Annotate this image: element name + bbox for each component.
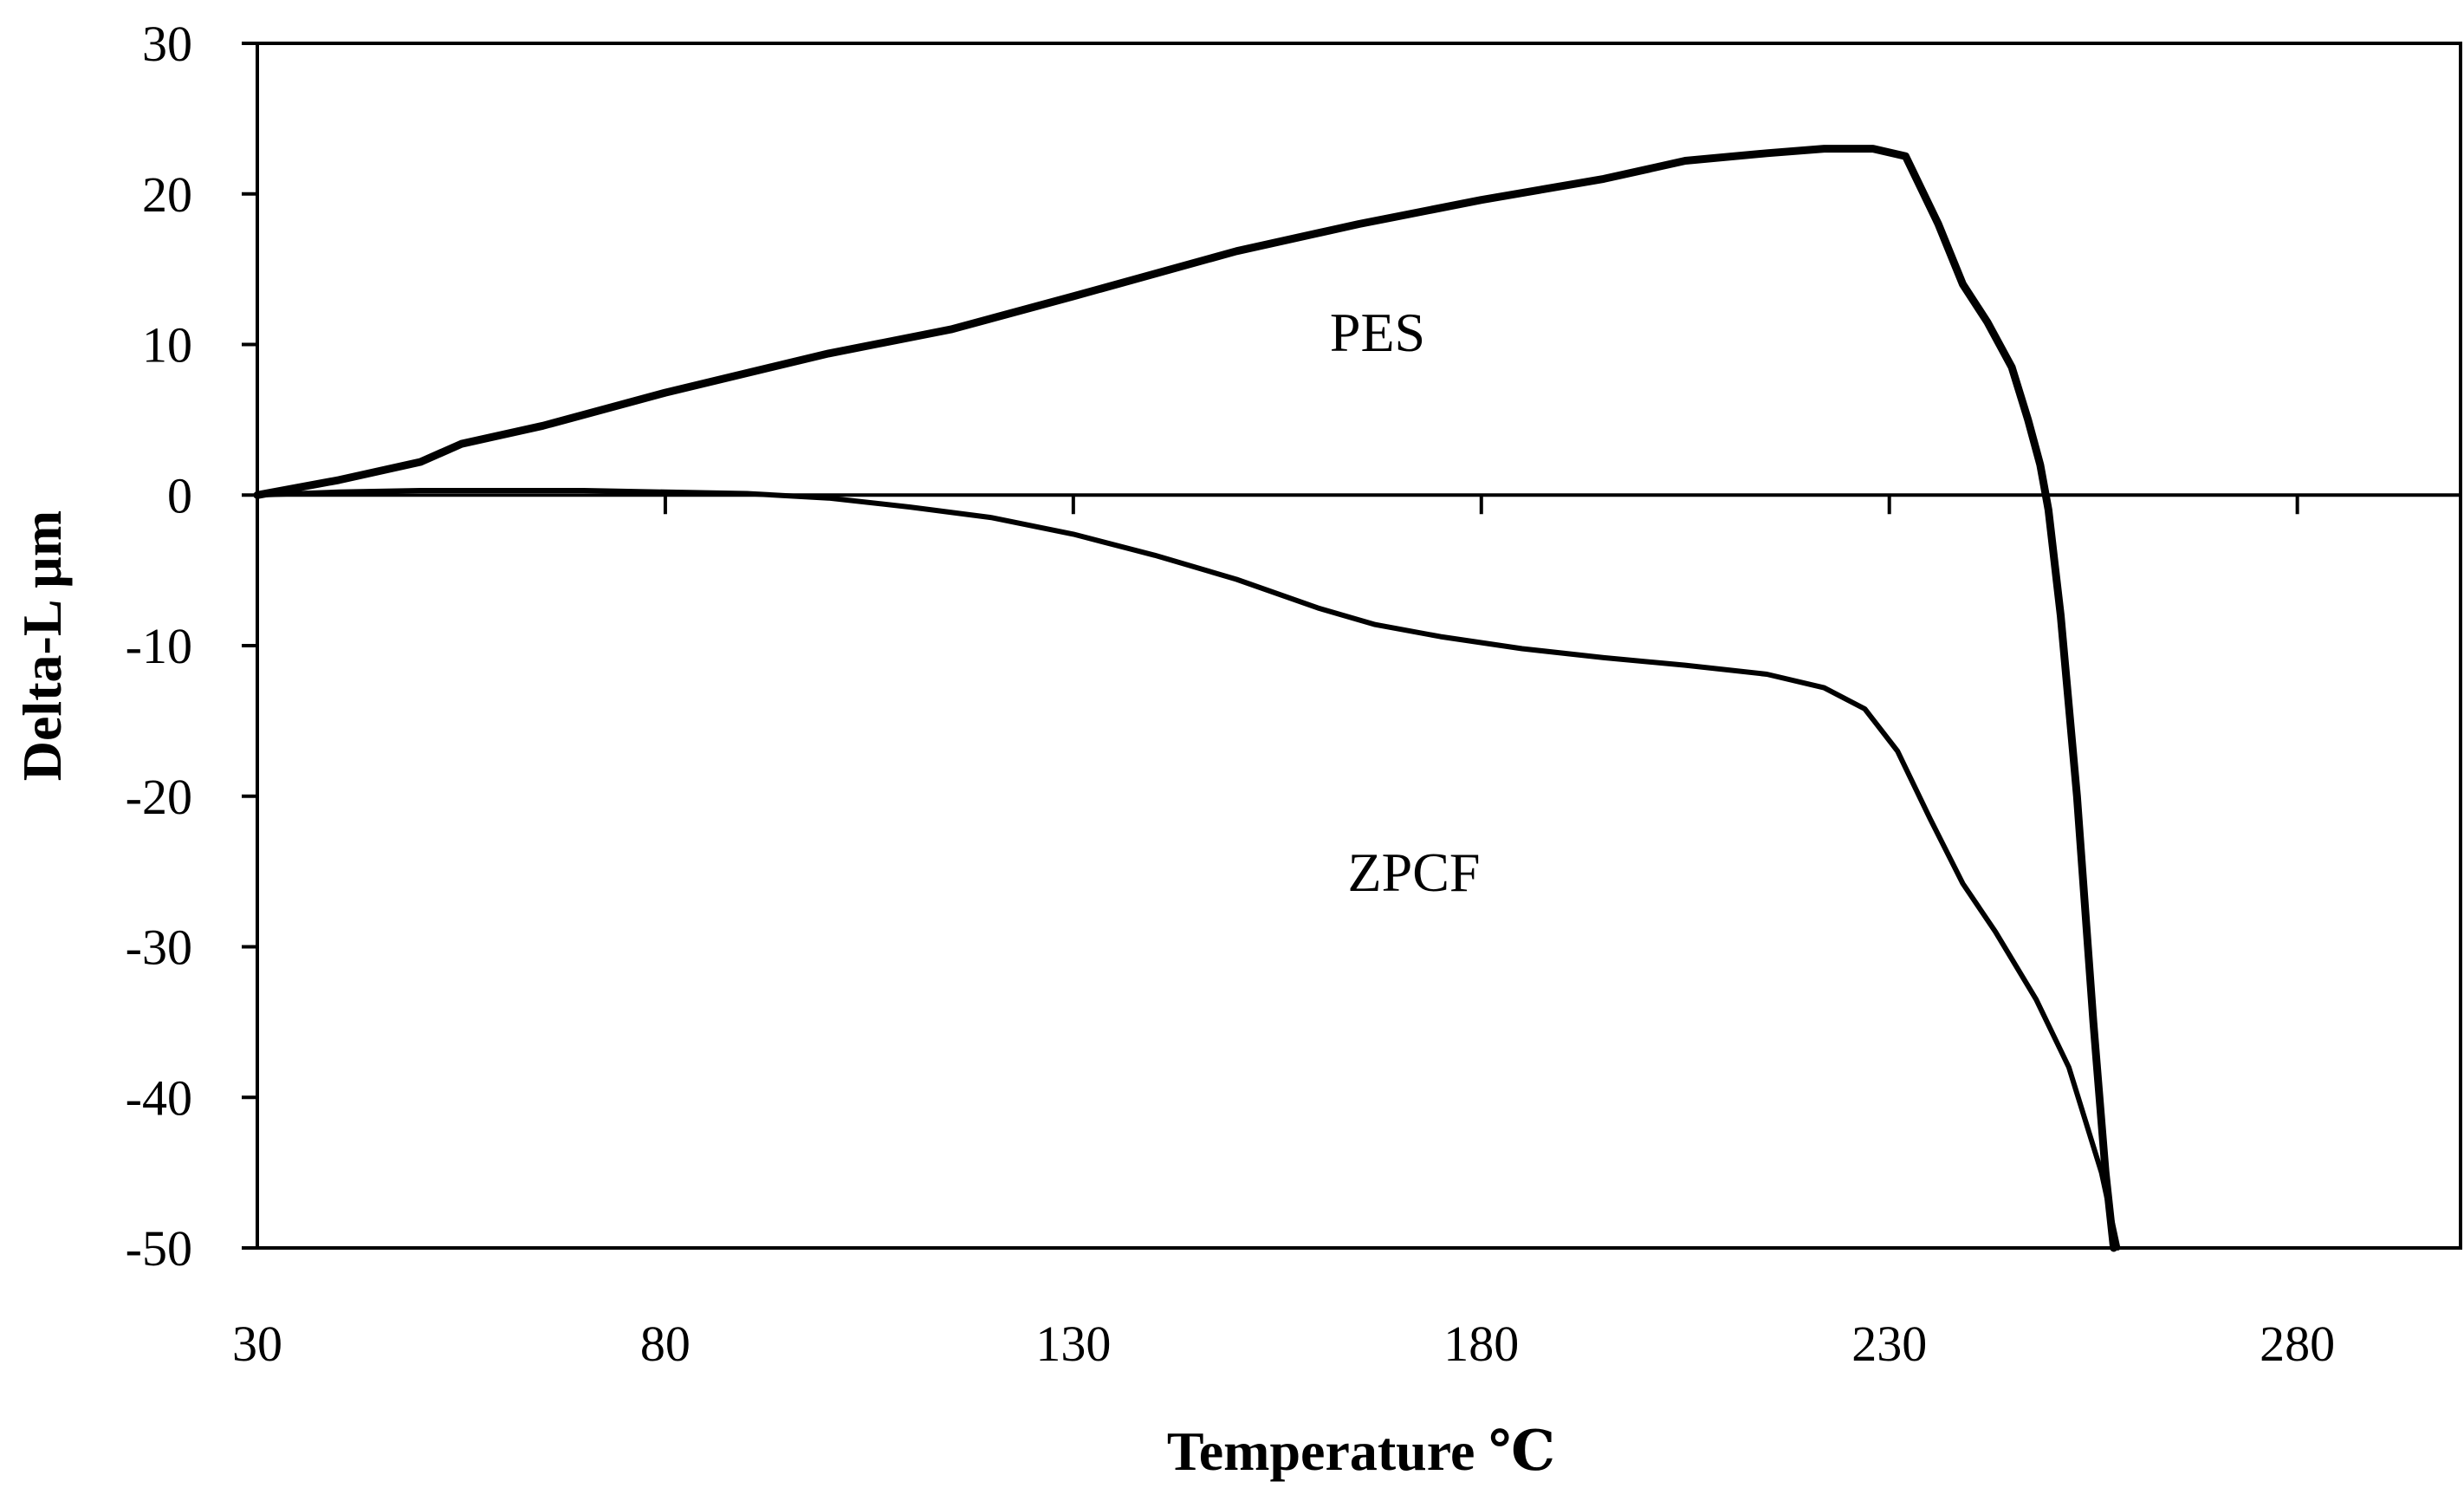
y-tick-label: 20 [142,166,192,223]
pes-series-label: PES [1330,302,1425,363]
y-tick-label: -30 [126,919,192,976]
x-tick-label: 30 [232,1316,282,1372]
x-tick-label: 80 [640,1316,691,1372]
x-tick-label: 280 [2260,1316,2335,1372]
series-line-pes [253,145,2118,1252]
x-tick-label: 230 [1851,1316,1927,1372]
x-tick-labels: 30 80 130 180 230 280 [232,1316,2335,1372]
y-tick-label: -20 [126,769,192,825]
y-tick-label: -50 [126,1220,192,1277]
series-line-zpcf [255,488,2121,1251]
x-tick-label: 130 [1035,1316,1111,1372]
y-tick-label: 30 [142,16,192,72]
tick-marks [242,42,2299,1250]
y-tick-label: -10 [126,618,192,674]
y-tick-label: 10 [142,317,192,374]
y-tick-label: 0 [167,467,192,523]
y-tick-labels: 30 20 10 0 -10 -20 -30 -40 -50 [126,16,192,1277]
series-layer [253,145,2121,1252]
zpcf-series-label: ZPCF [1348,841,1481,903]
x-axis-title: Temperature ℃ [1167,1420,1555,1482]
y-tick-label: -40 [126,1069,192,1126]
y-axis-title: Delta-L µm [11,510,73,781]
x-tick-label: 180 [1443,1316,1519,1372]
